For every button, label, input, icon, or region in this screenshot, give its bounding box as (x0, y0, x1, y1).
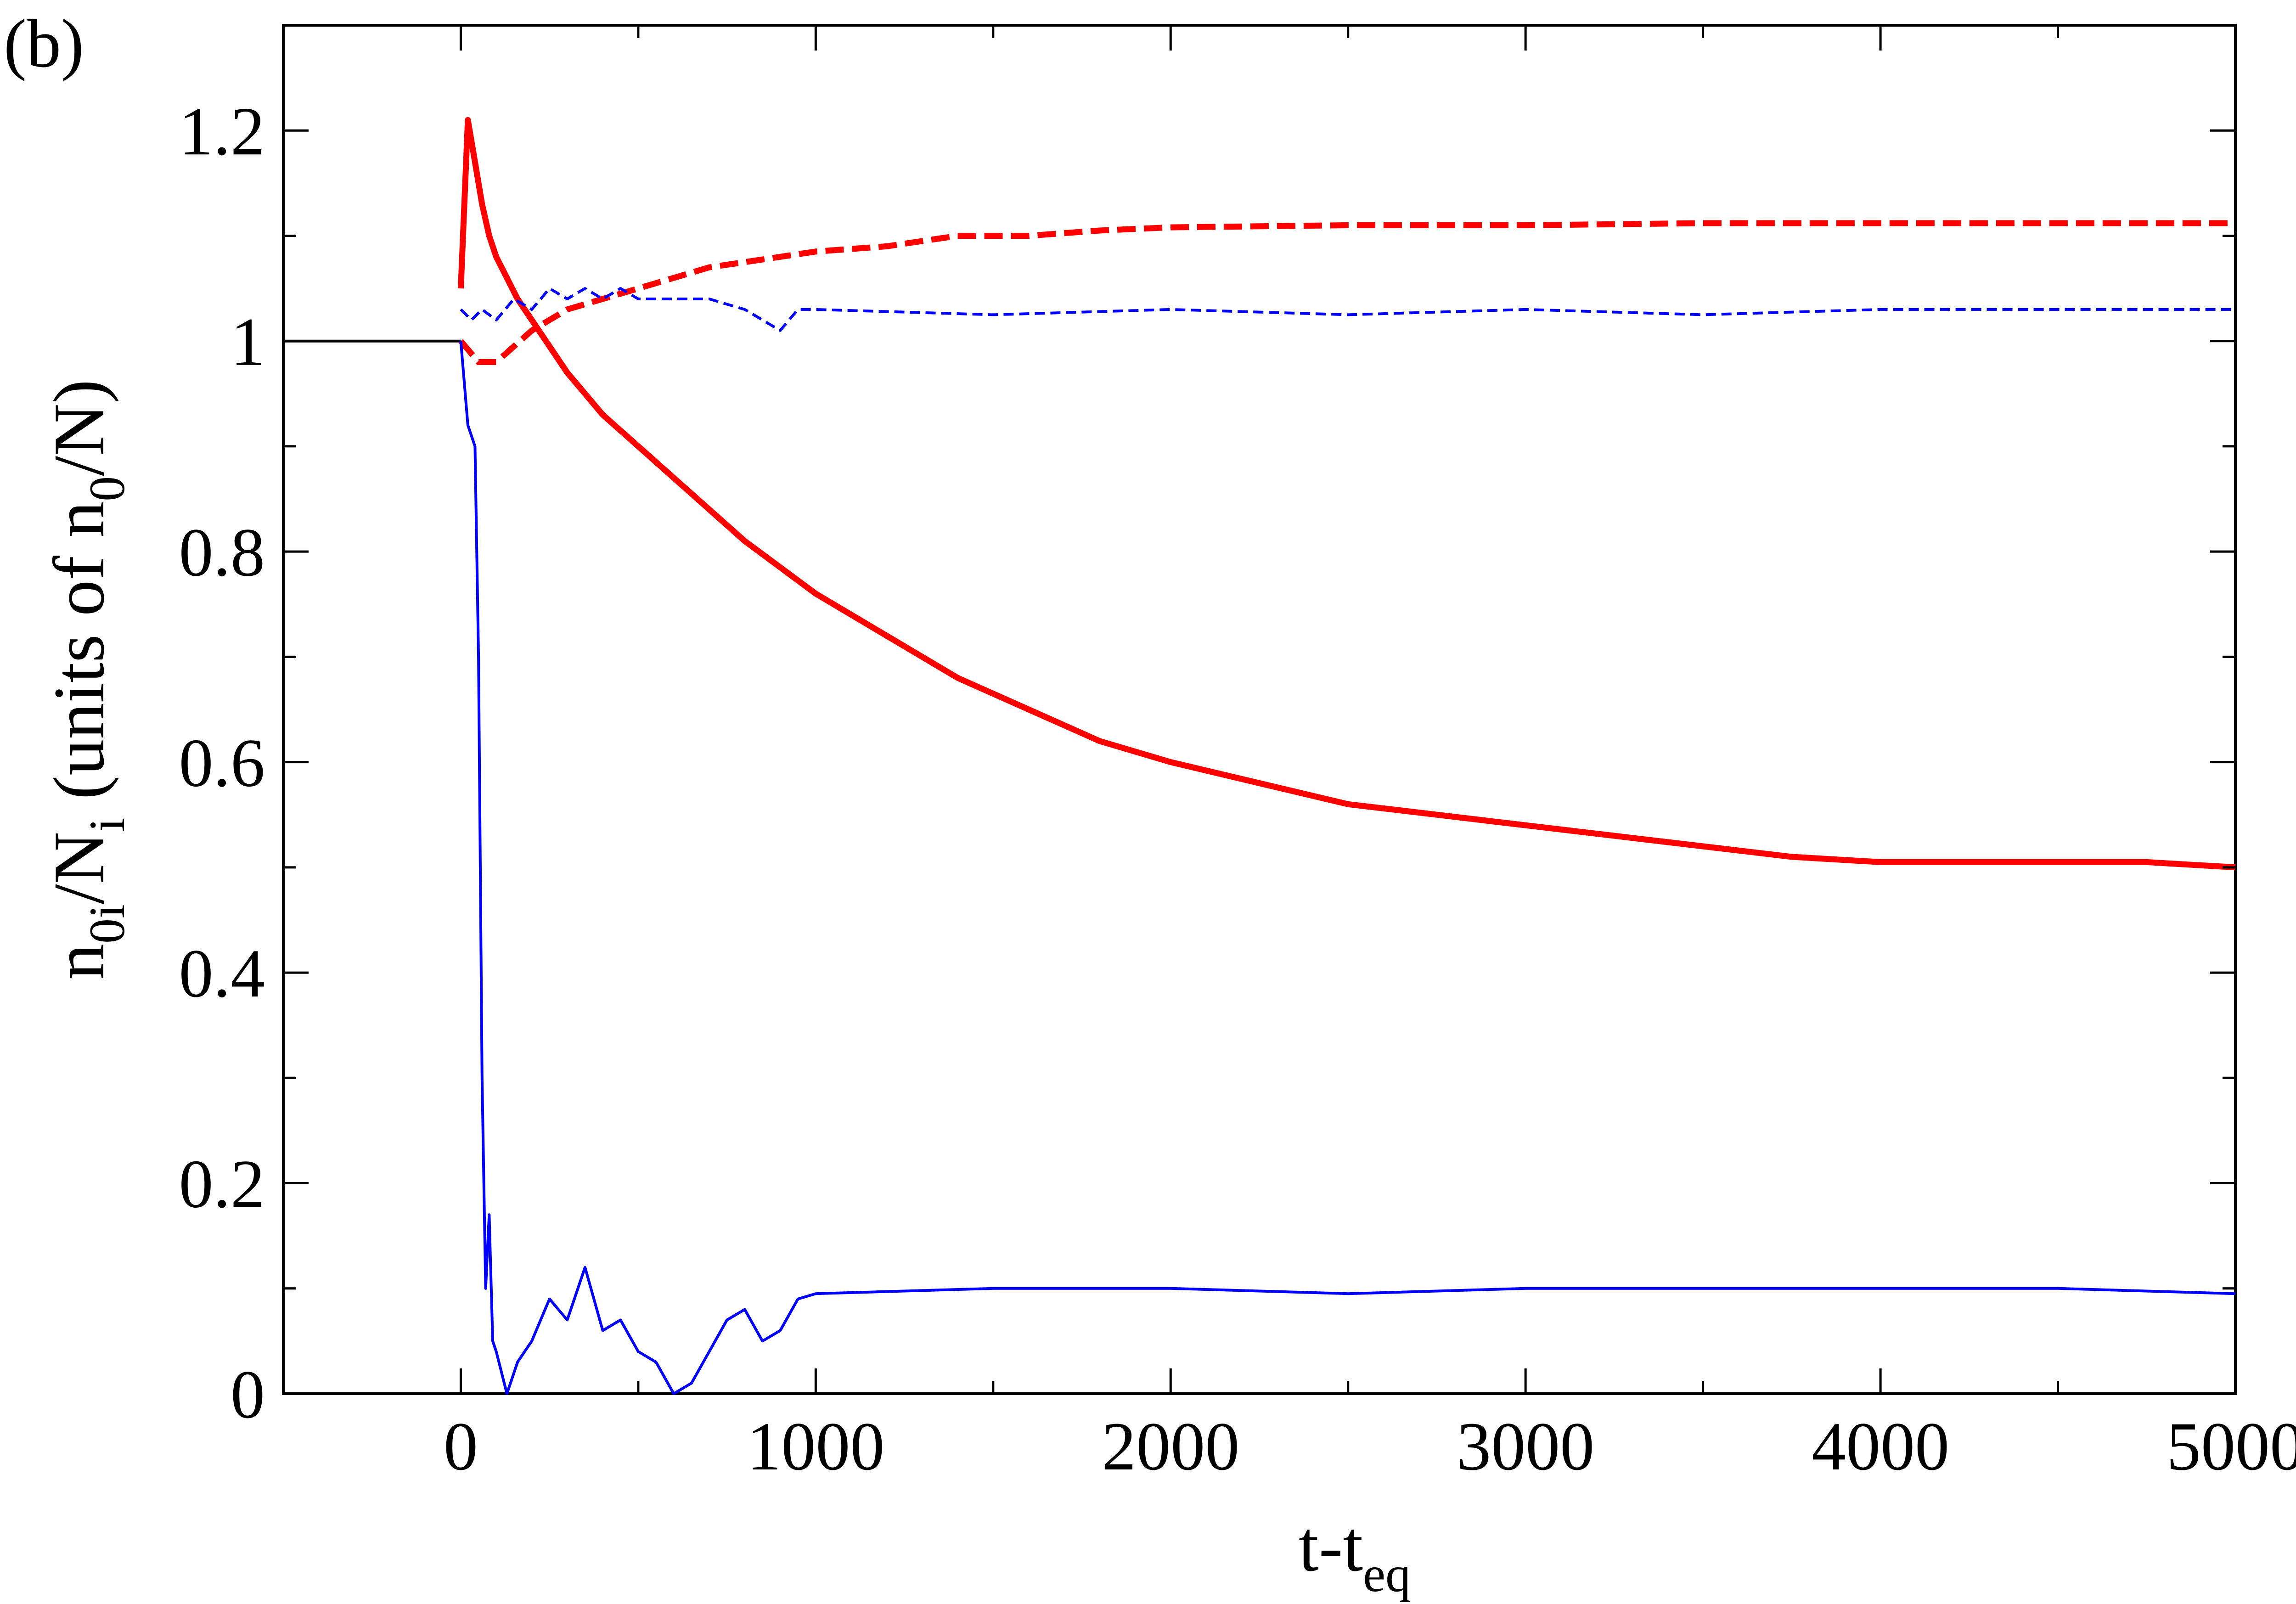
tick-label-layer: 0 1000 2000 3000 4000 5000 0 0.2 0.4 0.6 0.8 1 1.2 (179, 93, 2296, 1485)
y-tick-label: 0.4 (179, 935, 265, 1012)
plot-frame (282, 24, 2237, 1395)
panel-label: (b) (4, 6, 84, 82)
y-tick-label: 0.2 (179, 1146, 265, 1222)
x-tick-label: 2000 (1102, 1408, 1239, 1485)
y-tick-label: 0.6 (179, 725, 265, 801)
series-layer (283, 117, 2236, 1395)
y-tick-label: 0 (231, 1356, 265, 1433)
series-line-1 (458, 117, 2236, 871)
series-line-2 (458, 220, 2235, 365)
y-tick-label: 1.2 (179, 93, 265, 169)
x-tick-label: 0 (444, 1408, 478, 1485)
x-tick-label: 5000 (2167, 1408, 2296, 1485)
x-tick-label: 1000 (747, 1408, 884, 1485)
y-tick-label: 1 (231, 304, 265, 380)
series-line-3 (460, 287, 2235, 332)
y-axis-title: n0i/Ni (units of n0/N) (39, 379, 135, 980)
plot-frame-layer (282, 24, 2237, 1395)
x-tick-label: 4000 (1812, 1408, 1949, 1485)
tick-layer (283, 25, 2237, 1395)
x-tick-label: 3000 (1457, 1408, 1594, 1485)
series-line-4 (459, 341, 2236, 1395)
x-axis-title: t-teq (1299, 1506, 1411, 1602)
y-tick-label: 0.8 (179, 514, 265, 591)
